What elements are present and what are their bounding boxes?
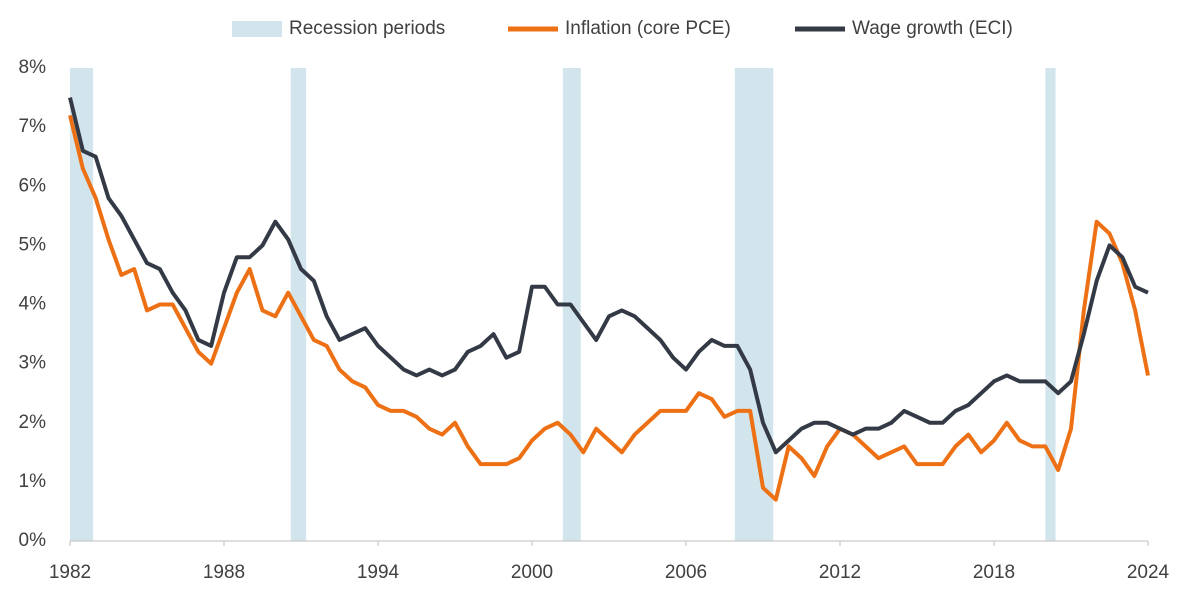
legend-label: Recession periods	[289, 18, 445, 39]
y-tick-label: 5%	[19, 234, 47, 255]
recession-band	[734, 68, 774, 541]
y-tick-label: 8%	[19, 57, 47, 78]
x-tick-label: 2018	[973, 562, 1015, 583]
y-tick-label: 7%	[19, 116, 47, 137]
legend-label: Inflation (core PCE)	[565, 18, 731, 39]
x-tick-label: 2024	[1127, 562, 1170, 583]
x-tick-label: 2012	[819, 562, 861, 583]
legend-swatch	[232, 21, 282, 37]
y-tick-label: 0%	[19, 530, 47, 551]
recession-band	[290, 68, 307, 541]
x-tick-label: 1982	[49, 562, 91, 583]
x-tick-label: 2006	[665, 562, 707, 583]
series-line	[68, 114, 1150, 502]
y-tick-label: 2%	[19, 412, 47, 433]
y-tick-label: 1%	[19, 471, 47, 492]
recession-band	[1045, 68, 1056, 541]
y-tick-label: 3%	[19, 353, 47, 374]
x-tick-label: 1988	[203, 562, 245, 583]
series-line	[68, 97, 1149, 455]
y-tick-label: 4%	[19, 294, 47, 315]
x-tick-label: 1994	[357, 562, 400, 583]
legend-label: Wage growth (ECI)	[852, 18, 1013, 39]
recession-band	[70, 68, 94, 541]
x-tick-label: 2000	[511, 562, 553, 583]
y-tick-label: 6%	[19, 175, 47, 196]
